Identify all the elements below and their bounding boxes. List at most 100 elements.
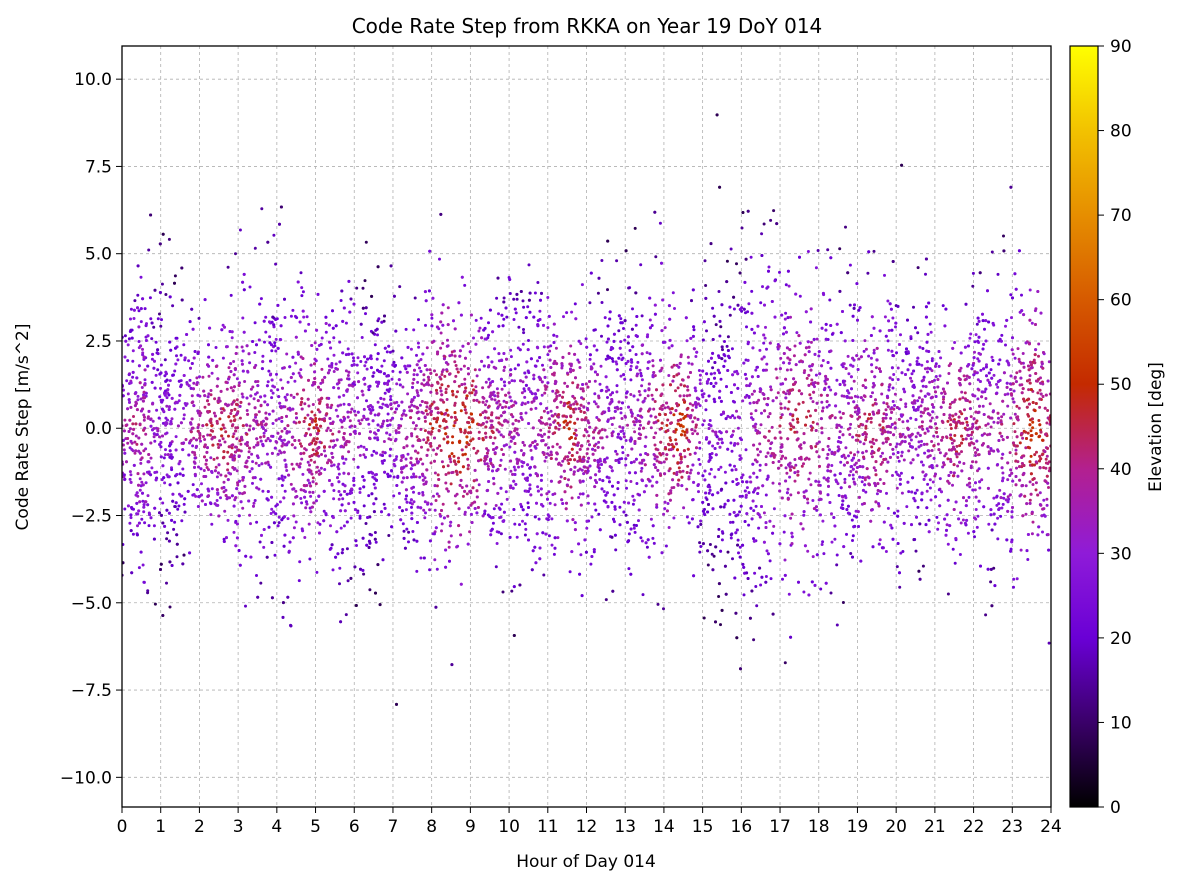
scatter-point [777, 460, 781, 463]
scatter-point [371, 408, 375, 412]
scatter-point [415, 569, 419, 573]
scatter-point [1031, 520, 1035, 524]
scatter-point [639, 469, 643, 473]
scatter-point [264, 330, 268, 334]
scatter-point [436, 473, 440, 477]
scatter-point [620, 417, 624, 420]
scatter-point [961, 396, 965, 400]
scatter-point [292, 526, 296, 530]
scatter-point [757, 398, 761, 402]
scatter-point [547, 534, 551, 538]
scatter-point [305, 315, 309, 319]
scatter-point [719, 413, 723, 417]
scatter-point [547, 426, 551, 430]
scatter-point [275, 372, 278, 376]
scatter-point [225, 387, 229, 391]
scatter-point [263, 340, 266, 344]
scatter-point [578, 480, 582, 484]
scatter-point [352, 356, 355, 360]
scatter-point [541, 363, 544, 367]
scatter-point [539, 493, 543, 497]
scatter-point [1002, 496, 1006, 500]
scatter-point [478, 368, 482, 372]
scatter-point [150, 466, 154, 470]
scatter-point [423, 500, 427, 504]
scatter-point [848, 396, 852, 400]
scatter-point [1026, 558, 1030, 561]
scatter-point [416, 341, 420, 345]
scatter-point [855, 433, 859, 437]
scatter-point [976, 469, 979, 473]
scatter-point [699, 519, 703, 523]
scatter-point [342, 393, 346, 397]
scatter-point [504, 490, 508, 494]
scatter-point [520, 464, 524, 468]
scatter-point [316, 408, 320, 412]
scatter-point [477, 483, 481, 487]
scatter-point [700, 389, 704, 393]
scatter-point [133, 299, 137, 303]
scatter-point [586, 447, 590, 451]
scatter-point [249, 387, 253, 391]
scatter-point [207, 374, 211, 378]
scatter-point [139, 461, 143, 465]
scatter-point [313, 341, 317, 345]
scatter-point [440, 522, 444, 526]
scatter-point [346, 347, 350, 351]
scatter-point [432, 448, 435, 452]
scatter-point [869, 420, 873, 424]
scatter-point [413, 427, 417, 431]
scatter-point [226, 462, 230, 466]
scatter-point [735, 369, 739, 373]
scatter-point [607, 406, 611, 410]
scatter-point [218, 417, 222, 421]
scatter-point [640, 378, 644, 382]
scatter-point [567, 405, 571, 409]
scatter-point [666, 418, 670, 422]
scatter-point [940, 391, 944, 395]
scatter-point [640, 466, 644, 470]
scatter-point [131, 349, 135, 353]
scatter-point [440, 383, 444, 387]
scatter-point [548, 349, 552, 353]
scatter-point [255, 574, 258, 577]
scatter-point [615, 390, 619, 394]
scatter-point [455, 418, 459, 422]
scatter-point [731, 399, 735, 403]
scatter-point [160, 318, 163, 322]
scatter-point [578, 366, 582, 369]
scatter-point [1011, 352, 1015, 356]
scatter-point [1047, 486, 1050, 489]
scatter-point [306, 460, 310, 464]
scatter-point [949, 427, 953, 430]
scatter-point [382, 502, 386, 506]
scatter-point [968, 336, 972, 340]
scatter-point [576, 459, 580, 463]
scatter-point [932, 386, 936, 389]
scatter-point [311, 448, 315, 452]
scatter-point [481, 386, 485, 390]
scatter-point [354, 413, 358, 417]
scatter-point [838, 410, 842, 414]
scatter-point [827, 385, 831, 389]
scatter-point [404, 327, 408, 331]
scatter-point [744, 311, 747, 315]
scatter-point [349, 410, 353, 414]
scatter-point [740, 494, 744, 498]
scatter-point [752, 638, 756, 642]
scatter-point [616, 435, 620, 439]
scatter-point [273, 553, 277, 557]
scatter-point [496, 394, 500, 398]
scatter-point [122, 448, 126, 452]
scatter-point [973, 446, 977, 450]
scatter-point [257, 464, 261, 467]
scatter-point [142, 418, 146, 422]
scatter-point [992, 496, 996, 500]
scatter-point [919, 404, 923, 408]
scatter-point [667, 443, 671, 447]
scatter-point [895, 442, 899, 446]
scatter-point [446, 338, 449, 342]
scatter-point [173, 274, 177, 278]
scatter-point [624, 479, 628, 483]
scatter-point [176, 358, 180, 362]
